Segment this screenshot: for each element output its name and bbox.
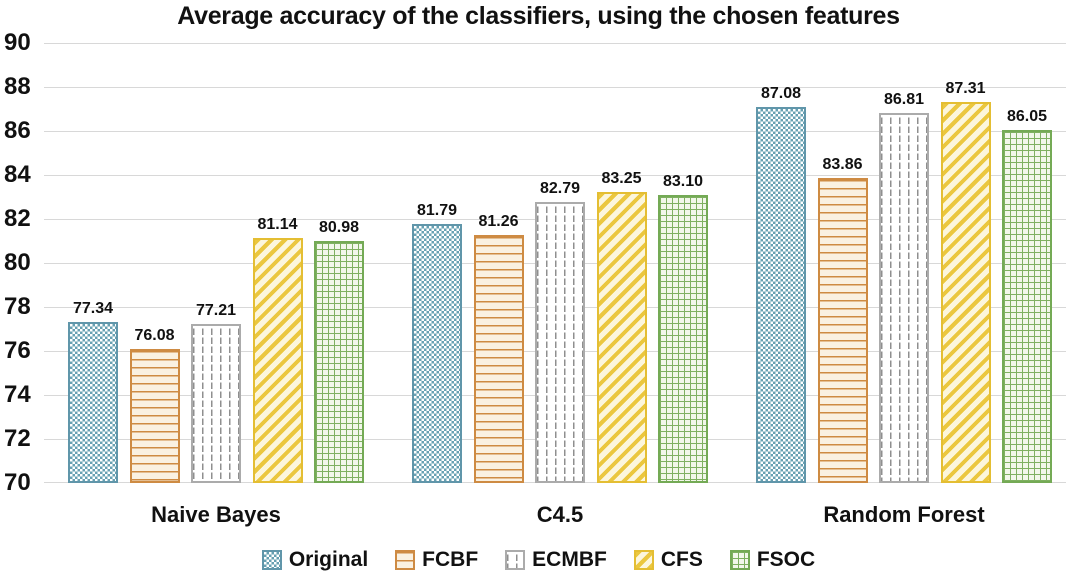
y-tick-label: 86 <box>4 117 31 144</box>
category-label-2: Random Forest <box>823 502 985 527</box>
legend-swatch-ecmbf <box>505 550 526 570</box>
bar-value-label: 81.26 <box>478 213 519 231</box>
y-tick-label: 90 <box>4 29 31 56</box>
bar-value-label: 81.14 <box>257 215 298 233</box>
bar-value-label: 80.98 <box>318 219 360 237</box>
bar-value-label: 76.08 <box>134 327 175 345</box>
gridline-84 <box>44 174 1066 176</box>
bar-original-0 <box>68 321 118 483</box>
bar-value-label: 77.34 <box>72 299 114 317</box>
legend-item-fcbf: FCBF <box>395 548 478 572</box>
category-label-1: C4.5 <box>536 502 584 527</box>
bar-cfs-0 <box>252 237 303 483</box>
legend-label: FCBF <box>422 548 479 571</box>
bar-fsoc-2 <box>1002 129 1052 483</box>
bar-ecmbf-0 <box>191 324 241 483</box>
legend-swatch-cfs <box>633 550 654 570</box>
legend-item-original: Original <box>261 548 369 572</box>
gridline-90 <box>44 42 1066 44</box>
legend-swatch-fsoc <box>729 550 750 570</box>
bar-value-label: 86.05 <box>1006 107 1048 125</box>
bar-fcbf-0 <box>129 349 180 483</box>
bar-fcbf-1 <box>473 235 524 483</box>
legend: Original FCBF ECMBF CFS FSOC <box>0 544 1077 576</box>
bar-value-label: 81.79 <box>416 201 458 219</box>
bar-value-label: 83.86 <box>822 156 863 174</box>
y-tick-label: 82 <box>4 205 31 232</box>
bar-value-label: 82.79 <box>539 179 581 197</box>
bar-value-label: 87.31 <box>945 80 986 98</box>
y-tick-label: 76 <box>4 337 31 364</box>
legend-label: CFS <box>660 548 703 571</box>
legend-label: Original <box>288 548 369 571</box>
bar-value-label: 86.81 <box>883 91 925 109</box>
legend-item-ecmbf: ECMBF <box>505 548 607 572</box>
bar-fsoc-1 <box>658 194 708 483</box>
bar-cfs-1 <box>596 191 647 483</box>
y-tick-label: 84 <box>4 161 31 188</box>
legend-swatch-original <box>261 550 282 570</box>
category-label-0: Naive Bayes <box>151 502 281 527</box>
y-tick-label: 70 <box>4 469 31 496</box>
bar-original-2 <box>756 107 806 483</box>
bar-fsoc-0 <box>314 241 364 483</box>
legend-item-fsoc: FSOC <box>729 548 816 572</box>
y-tick-label: 72 <box>4 425 31 452</box>
legend-item-cfs: CFS <box>633 548 703 572</box>
y-tick-label: 74 <box>4 381 31 408</box>
gridline-86 <box>44 130 1066 132</box>
bar-ecmbf-1 <box>535 201 585 483</box>
bar-original-1 <box>412 223 462 483</box>
y-tick-label: 80 <box>4 249 31 276</box>
plot-area: 77.34 76.08 77.21 81.14 80.98 81.79 81.26 82.79… <box>44 42 1066 483</box>
chart-title: Average accuracy of the classifiers, usi… <box>177 2 900 30</box>
legend-label: ECMBF <box>532 548 607 571</box>
bar-ecmbf-2 <box>879 113 929 483</box>
gridline-88 <box>44 86 1066 88</box>
bar-cfs-2 <box>940 102 991 483</box>
bar-fcbf-2 <box>817 178 868 483</box>
y-tick-label: 78 <box>4 293 31 320</box>
bar-value-label: 77.21 <box>195 302 237 320</box>
bar-value-label: 83.25 <box>601 169 642 187</box>
y-tick-label: 88 <box>4 73 31 100</box>
bar-value-label: 87.08 <box>760 85 802 103</box>
x-axis-labels: Naive Bayes C4.5 Random Forest <box>44 502 1066 532</box>
legend-label: FSOC <box>756 548 816 571</box>
bar-value-label: 83.10 <box>662 172 704 190</box>
legend-swatch-fcbf <box>395 550 416 570</box>
